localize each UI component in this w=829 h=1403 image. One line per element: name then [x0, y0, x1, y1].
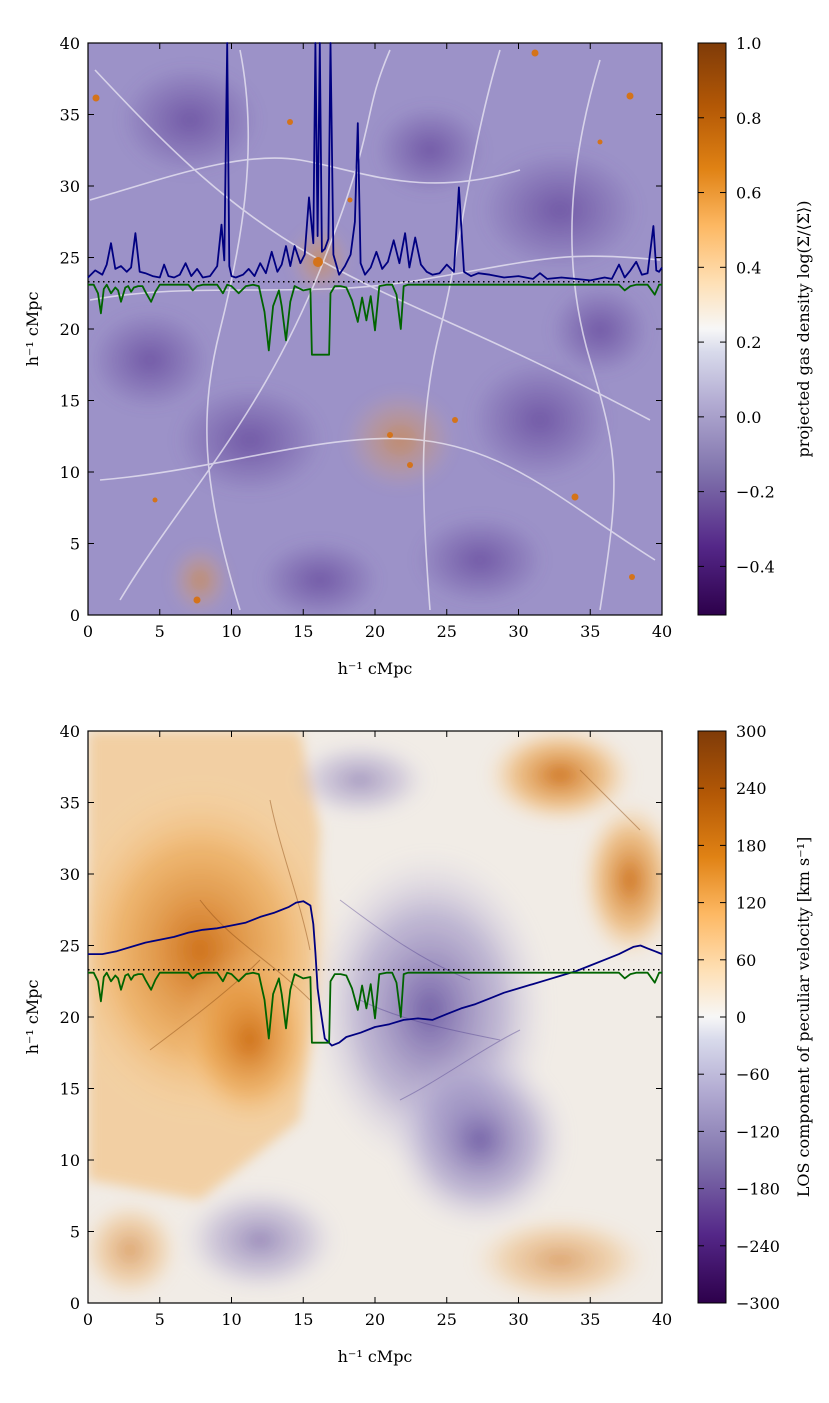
velocity-colorbar-tick-label: −180: [736, 1180, 780, 1199]
velocity-colorbar-tick-label: −60: [736, 1065, 770, 1084]
velocity-y-tick-label: 40: [60, 722, 80, 741]
density-x-tick-label: 40: [652, 622, 672, 641]
density-colorbar-tick-label: 0.0: [736, 408, 761, 427]
density-colorbar-label: projected gas density log(Σ/⟨Σ⟩): [794, 200, 813, 457]
density-colorbar-tick-label: −0.2: [736, 483, 775, 502]
velocity-panel: 0 5 10 15 20 25 30 35 40 0 5 10 15 20 25 30 35 40 h⁻¹ cMp…: [23, 722, 813, 1366]
density-y-tick-label: 20: [60, 320, 80, 339]
density-series-line-flux: [88, 283, 662, 356]
density-x-tick-label: 10: [221, 622, 241, 641]
velocity-y-tick-label: 25: [60, 937, 80, 956]
density-x-tick-label: 25: [437, 622, 457, 641]
density-heatmap: [88, 43, 662, 615]
density-x-tick-label: 20: [365, 622, 385, 641]
density-y-tick-label: 25: [60, 249, 80, 268]
velocity-x-axis-label: h⁻¹ cMpc: [338, 1347, 413, 1366]
density-x-tick-label: 15: [293, 622, 313, 641]
velocity-x-tick-label: 30: [508, 1310, 528, 1329]
velocity-y-tick-label: 0: [70, 1294, 80, 1313]
density-colorbar-tick-label: 0.4: [736, 258, 761, 277]
density-colorbar: [697, 42, 727, 616]
density-x-axis-label: h⁻¹ cMpc: [338, 659, 413, 678]
density-colorbar-tick-label: 0.8: [736, 109, 761, 128]
density-y-tick-label: 40: [60, 34, 80, 53]
density-y-tick-label: 15: [60, 392, 80, 411]
velocity-colorbar-tick-label: 60: [736, 951, 756, 970]
velocity-colorbar-tick-label: −120: [736, 1122, 780, 1141]
density-colorbar-tick-label: 0.2: [736, 333, 761, 352]
density-y-axis-label: h⁻¹ cMpc: [23, 292, 42, 367]
velocity-y-tick-label: 10: [60, 1151, 80, 1170]
velocity-x-tick-label: 40: [652, 1310, 672, 1329]
density-x-tick-label: 35: [580, 622, 600, 641]
velocity-colorbar-tick-label: 0: [736, 1008, 746, 1027]
velocity-colorbar-tick-label: 120: [736, 894, 767, 913]
velocity-y-tick-label: 5: [70, 1223, 80, 1242]
density-y-tick-label: 35: [60, 106, 80, 125]
velocity-colorbar-tick-label: −300: [736, 1294, 780, 1313]
density-y-tick-label: 5: [70, 535, 80, 554]
velocity-y-axis-label: h⁻¹ cMpc: [23, 980, 42, 1055]
density-x-tick-label: 0: [83, 622, 93, 641]
velocity-colorbar-tick-label: 180: [736, 836, 767, 855]
velocity-colorbar-tick-label: 240: [736, 779, 767, 798]
density-y-tick-label: 0: [70, 606, 80, 625]
density-x-tick-label: 30: [508, 622, 528, 641]
velocity-y-tick-label: 35: [60, 794, 80, 813]
velocity-colorbar-tick-label: 300: [736, 722, 767, 741]
density-colorbar-tick-label: 0.6: [736, 184, 761, 203]
velocity-x-tick-label: 35: [580, 1310, 600, 1329]
density-x-tick-label: 5: [155, 622, 165, 641]
velocity-x-tick-label: 25: [437, 1310, 457, 1329]
velocity-x-tick-label: 0: [83, 1310, 93, 1329]
density-colorbar-tick-label: 1.0: [736, 34, 761, 53]
velocity-series-line-flux: [88, 971, 662, 1044]
velocity-colorbar-label: LOS component of peculiar velocity [km s…: [794, 837, 813, 1198]
density-y-tick-label: 30: [60, 177, 80, 196]
velocity-x-tick-label: 20: [365, 1310, 385, 1329]
velocity-heatmap: [88, 731, 662, 1303]
density-panel: 0 5 10 15 20 25 30 35 40 0 5 10 15 20 25 30 35 40 h⁻¹ cMp…: [23, 34, 813, 678]
velocity-colorbar-tick-label: −240: [736, 1237, 780, 1256]
velocity-y-tick-label: 20: [60, 1008, 80, 1027]
density-colorbar-tick-label: −0.4: [736, 557, 775, 576]
density-series-line-density: [87, 42, 663, 282]
velocity-x-tick-label: 5: [155, 1310, 165, 1329]
density-y-tick-label: 10: [60, 463, 80, 482]
velocity-x-tick-label: 15: [293, 1310, 313, 1329]
velocity-y-tick-label: 15: [60, 1080, 80, 1099]
velocity-x-tick-label: 10: [221, 1310, 241, 1329]
velocity-y-tick-label: 30: [60, 865, 80, 884]
